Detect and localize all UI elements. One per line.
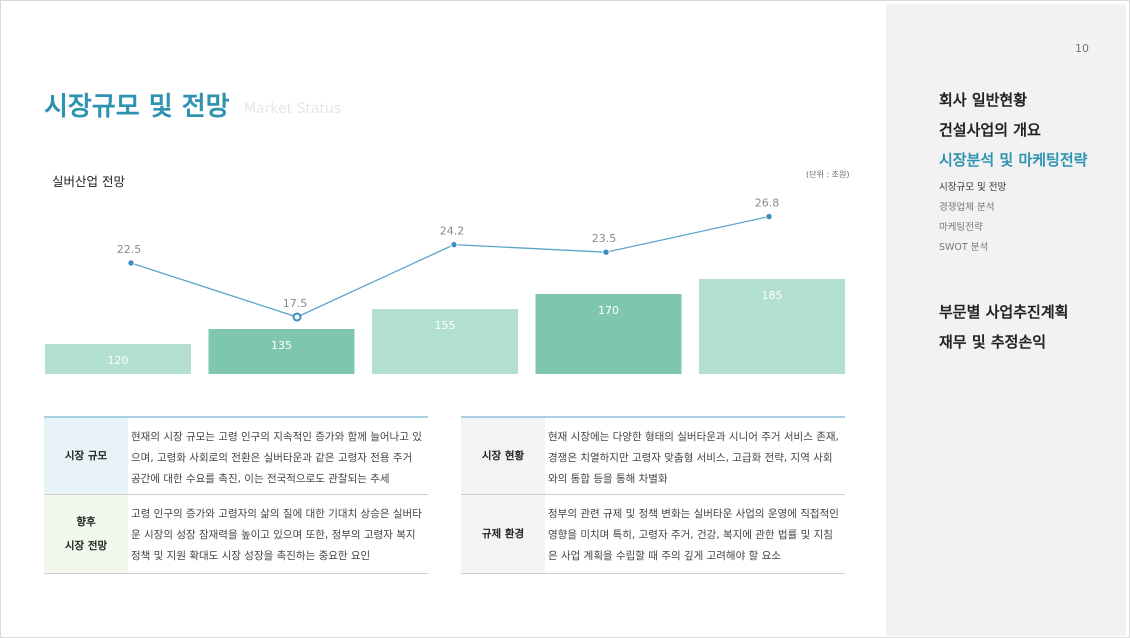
- bar-value-label: 120: [108, 354, 129, 367]
- sidebar-subitem-marketing-strategy[interactable]: 마케팅전략: [939, 222, 983, 233]
- line-value-label: 26.8: [755, 197, 780, 210]
- bar-2: [208, 329, 355, 374]
- label-line: 규제 환경: [481, 528, 525, 540]
- line-point-3: [450, 240, 458, 249]
- sidebar-nav-secondary: 부문별 사업추진계획 재무 및 추정손익: [939, 302, 1068, 362]
- sidebar-item-business-plan[interactable]: 부문별 사업추진계획: [939, 303, 1069, 321]
- table-row: 시장 규모 현재의 시장 규모는 고령 인구의 지속적인 증가와 함께 늘어나고…: [44, 418, 428, 495]
- line-value-label: 22.5: [117, 243, 142, 256]
- label-line: 시장 현황: [481, 450, 525, 462]
- line-point-1: [127, 259, 135, 267]
- label-line: 향후: [76, 516, 96, 528]
- table-row-text: 고령 인구의 증가와 고령자의 삶의 질에 대한 기대치 상승은 실버타운 시장…: [131, 508, 422, 562]
- page-subtitle: Market Status: [244, 101, 342, 117]
- table-row-label: 시장 규모: [44, 418, 128, 494]
- table-row: 시장 현황 현재 시장에는 다양한 형태의 실버타운과 시니어 주거 서비스 존…: [461, 418, 845, 495]
- line-point-5: [765, 212, 773, 221]
- market-chart: 120 135 155 170 185 22.5 17.5 24.2 23.5 26.8: [45, 197, 845, 374]
- table-row-text: 현재 시장에는 다양한 형태의 실버타운과 시니어 주거 서비스 존재, 경쟁은…: [548, 431, 839, 485]
- bar-value-label: 170: [598, 304, 619, 317]
- sidebar-item-market-analysis[interactable]: 시장분석 및 마케팅전략: [939, 151, 1088, 169]
- sidebar: [886, 4, 1126, 636]
- info-table-right: 시장 현황 현재 시장에는 다양한 형태의 실버타운과 시니어 주거 서비스 존…: [461, 416, 845, 574]
- bar-value-label: 155: [435, 319, 456, 332]
- sidebar-item-construction-overview[interactable]: 건설사업의 개요: [939, 121, 1041, 139]
- sidebar-subitem-market-size[interactable]: 시장규모 및 전망: [939, 182, 1007, 193]
- table-row-text: 현재의 시장 규모는 고령 인구의 지속적인 증가와 함께 늘어나고 있으며, …: [131, 431, 422, 485]
- bar-3: [372, 309, 518, 374]
- label-line: 시장 전망: [64, 540, 108, 552]
- table-row-text: 정부의 관련 규제 및 정책 변화는 실버타운 사업의 운영에 직접적인 영향을…: [548, 508, 839, 562]
- bar-value-label: 135: [271, 339, 292, 352]
- sidebar-nav: 회사 일반현황 건설사업의 개요 시장분석 및 마케팅전략 시장규모 및 전망 …: [939, 90, 1087, 260]
- bar-4: [535, 294, 682, 374]
- line-point-4: [602, 248, 610, 256]
- table-row: 규제 환경 정부의 관련 규제 및 정책 변화는 실버타운 사업의 운영에 직접…: [461, 495, 845, 574]
- bar-5: [699, 279, 845, 374]
- line-value-label: 23.5: [592, 232, 617, 245]
- line-point-2: [292, 312, 302, 322]
- sidebar-item-finance[interactable]: 재무 및 추정손익: [939, 333, 1047, 351]
- page-number: 10: [1075, 42, 1089, 55]
- page-title: 시장규모 및 전망: [44, 92, 230, 122]
- sidebar-subitem-competitor-analysis[interactable]: 경쟁업체 분석: [939, 202, 995, 213]
- sidebar-item-company-overview[interactable]: 회사 일반현황: [939, 91, 1028, 109]
- bar-value-label: 185: [762, 289, 783, 302]
- chart-title: 실버산업 전망: [52, 174, 125, 189]
- table-row-label: 규제 환경: [461, 495, 545, 573]
- label-line: 시장 규모: [64, 450, 108, 462]
- chart-unit: (단위 : 조원): [806, 170, 850, 179]
- info-table-left: 시장 규모 현재의 시장 규모는 고령 인구의 지속적인 증가와 함께 늘어나고…: [44, 416, 428, 574]
- sidebar-subitem-swot[interactable]: SWOT 분석: [939, 242, 989, 253]
- table-row-label: 시장 현황: [461, 418, 545, 494]
- bar-1: [45, 344, 191, 374]
- line-value-label: 24.2: [440, 225, 465, 238]
- line-value-label: 17.5: [283, 297, 308, 310]
